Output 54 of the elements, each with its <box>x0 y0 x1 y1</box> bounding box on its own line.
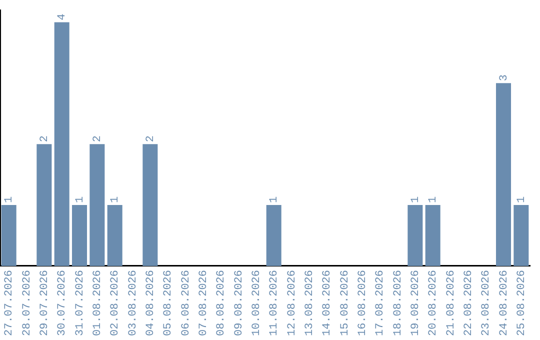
data-label: 1 <box>4 196 16 204</box>
data-label: 3 <box>498 74 510 82</box>
data-label: 1 <box>74 196 86 204</box>
bar <box>514 205 529 266</box>
bar <box>408 205 423 266</box>
x-tick-label: 23.08.2026 <box>480 270 493 336</box>
bar <box>36 144 52 266</box>
x-tick-label: 21.08.2026 <box>445 270 458 336</box>
data-label: 1 <box>410 196 422 204</box>
x-tick-label: 28.07.2026 <box>21 270 34 336</box>
x-tick-label: 14.08.2026 <box>322 270 334 336</box>
bar <box>90 144 105 266</box>
x-tick-label: 22.08.2026 <box>463 270 476 336</box>
x-tick-label: 08.08.2026 <box>216 270 228 336</box>
data-label: 4 <box>56 13 69 20</box>
bar <box>266 205 282 266</box>
x-tick-label: 19.08.2026 <box>410 270 422 336</box>
bar <box>496 83 512 266</box>
data-label: 1 <box>516 196 528 204</box>
x-tick-label: 12.08.2026 <box>286 270 298 336</box>
x-tick-label: 03.08.2026 <box>127 270 140 336</box>
bar <box>72 205 88 266</box>
bar <box>1 205 16 266</box>
x-tick-label: 31.07.2026 <box>74 270 86 336</box>
x-tick-label: 27.07.2026 <box>4 270 16 336</box>
bar <box>54 22 70 266</box>
x-tick-label: 15.08.2026 <box>339 270 352 336</box>
x-tick-label: 07.08.2026 <box>198 270 210 336</box>
data-label: 1 <box>110 196 122 204</box>
x-tick-label: 13.08.2026 <box>304 270 316 336</box>
x-tick-label: 05.08.2026 <box>162 270 175 336</box>
x-tick-label: 11.08.2026 <box>268 270 281 336</box>
x-tick-label: 20.08.2026 <box>428 270 440 336</box>
x-tick-label: 01.08.2026 <box>92 270 104 336</box>
x-tick-label: 16.08.2026 <box>357 270 370 336</box>
data-label: 2 <box>39 135 52 142</box>
x-tick-label: 18.08.2026 <box>392 270 404 336</box>
x-tick-label: 25.08.2026 <box>516 270 528 336</box>
x-tick-label: 06.08.2026 <box>180 270 192 336</box>
x-tick-label: 04.08.2026 <box>145 270 158 336</box>
x-tick-label: 30.07.2026 <box>56 270 69 336</box>
x-tick-label: 17.08.2026 <box>374 270 387 336</box>
data-label: 1 <box>428 196 440 204</box>
bar <box>107 205 122 266</box>
bar <box>142 144 158 266</box>
data-label: 1 <box>268 196 281 204</box>
x-tick-label: 02.08.2026 <box>110 270 122 336</box>
x-tick-label: 10.08.2026 <box>251 270 264 336</box>
data-label: 2 <box>92 135 104 142</box>
x-tick-label: 29.07.2026 <box>39 270 52 336</box>
bar <box>425 205 440 266</box>
data-label: 2 <box>145 135 158 142</box>
x-tick-label: 09.08.2026 <box>233 270 246 336</box>
x-tick-label: 24.08.2026 <box>498 270 510 336</box>
